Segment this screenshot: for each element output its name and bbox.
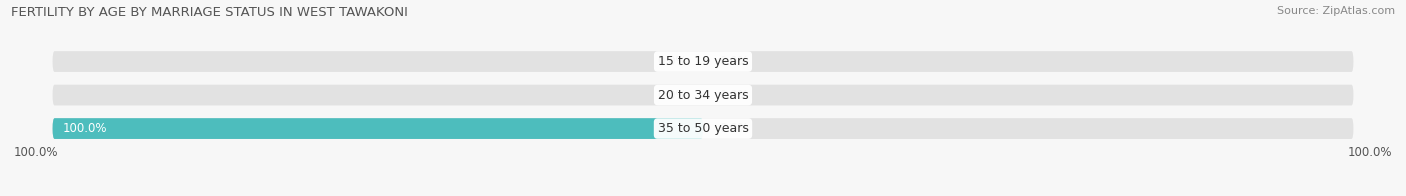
Text: 100.0%: 100.0% <box>1348 146 1392 159</box>
Text: 100.0%: 100.0% <box>14 146 58 159</box>
Text: 35 to 50 years: 35 to 50 years <box>658 122 748 135</box>
Text: 0.0%: 0.0% <box>657 89 686 102</box>
FancyBboxPatch shape <box>52 118 703 139</box>
FancyBboxPatch shape <box>52 51 1354 72</box>
FancyBboxPatch shape <box>52 85 1354 105</box>
Text: FERTILITY BY AGE BY MARRIAGE STATUS IN WEST TAWAKONI: FERTILITY BY AGE BY MARRIAGE STATUS IN W… <box>11 6 408 19</box>
Text: 15 to 19 years: 15 to 19 years <box>658 55 748 68</box>
Text: 0.0%: 0.0% <box>720 55 749 68</box>
Text: 0.0%: 0.0% <box>657 55 686 68</box>
Text: 100.0%: 100.0% <box>62 122 107 135</box>
Text: Source: ZipAtlas.com: Source: ZipAtlas.com <box>1277 6 1395 16</box>
Text: 20 to 34 years: 20 to 34 years <box>658 89 748 102</box>
Text: 0.0%: 0.0% <box>720 89 749 102</box>
Text: 0.0%: 0.0% <box>720 122 749 135</box>
FancyBboxPatch shape <box>52 118 1354 139</box>
